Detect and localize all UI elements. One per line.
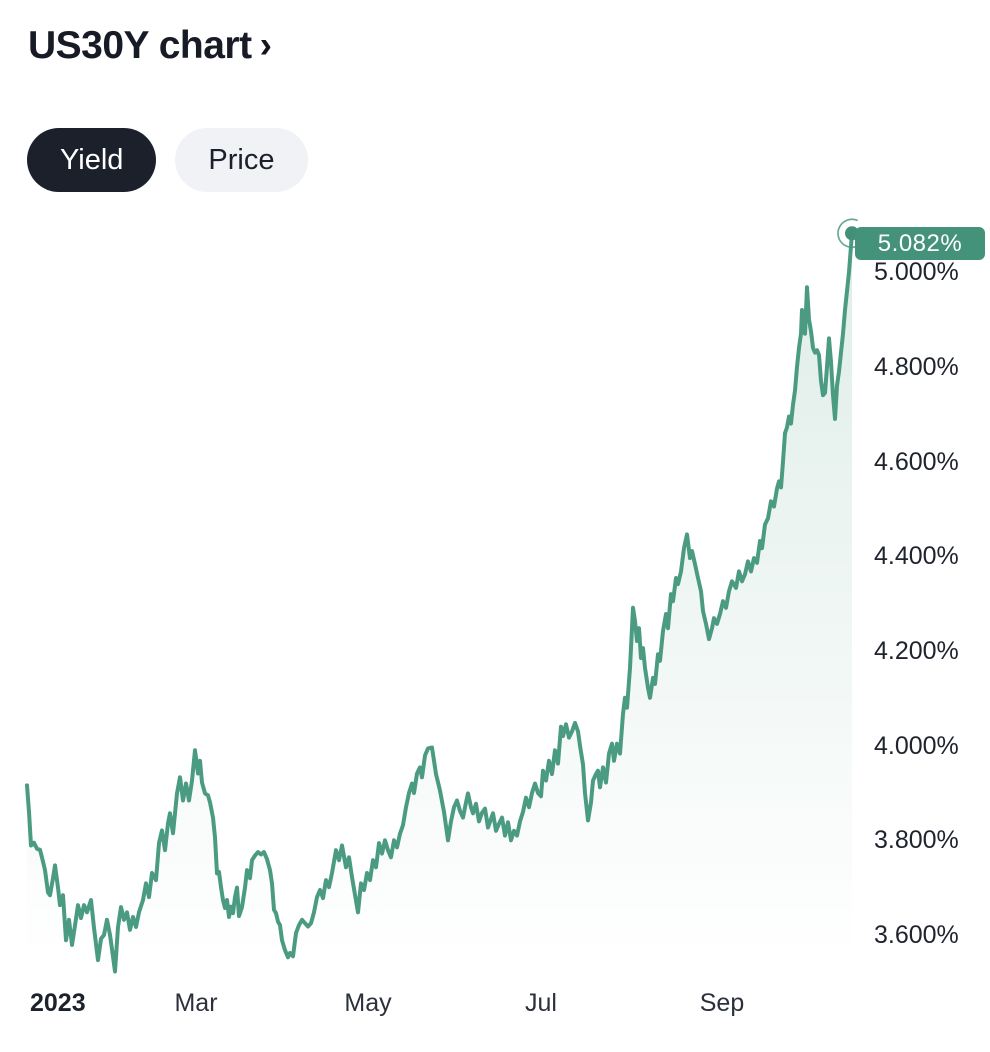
chart-title-link[interactable]: US30Y chart › bbox=[28, 24, 272, 68]
x-axis-label: Sep bbox=[699, 989, 745, 1017]
y-axis-label: 3.600% bbox=[874, 921, 959, 949]
x-axis-label: Jul bbox=[525, 989, 557, 1017]
y-axis-label: 4.400% bbox=[874, 542, 959, 570]
last-value-badge: 5.082% bbox=[855, 227, 985, 260]
y-axis-label: 3.800% bbox=[874, 826, 959, 854]
x-axis-label: Mar bbox=[174, 989, 218, 1017]
y-axis-label: 4.800% bbox=[874, 353, 959, 381]
page-title: US30Y chart bbox=[28, 24, 252, 67]
yield-button[interactable]: Yield bbox=[27, 128, 157, 192]
y-axis-label: 5.000% bbox=[874, 258, 959, 286]
price-button[interactable]: Price bbox=[175, 128, 308, 192]
y-axis-label: 4.600% bbox=[874, 448, 959, 476]
yield-line bbox=[25, 231, 854, 974]
x-axis-label: May bbox=[344, 989, 392, 1017]
y-axis-label: 4.200% bbox=[874, 637, 959, 665]
area-fill bbox=[27, 233, 852, 972]
chevron-right-icon: › bbox=[259, 24, 272, 65]
x-axis-label: 2023 bbox=[30, 989, 86, 1017]
yield-price-toggle: Yield Price bbox=[27, 128, 308, 192]
y-axis-label: 4.000% bbox=[874, 732, 959, 760]
